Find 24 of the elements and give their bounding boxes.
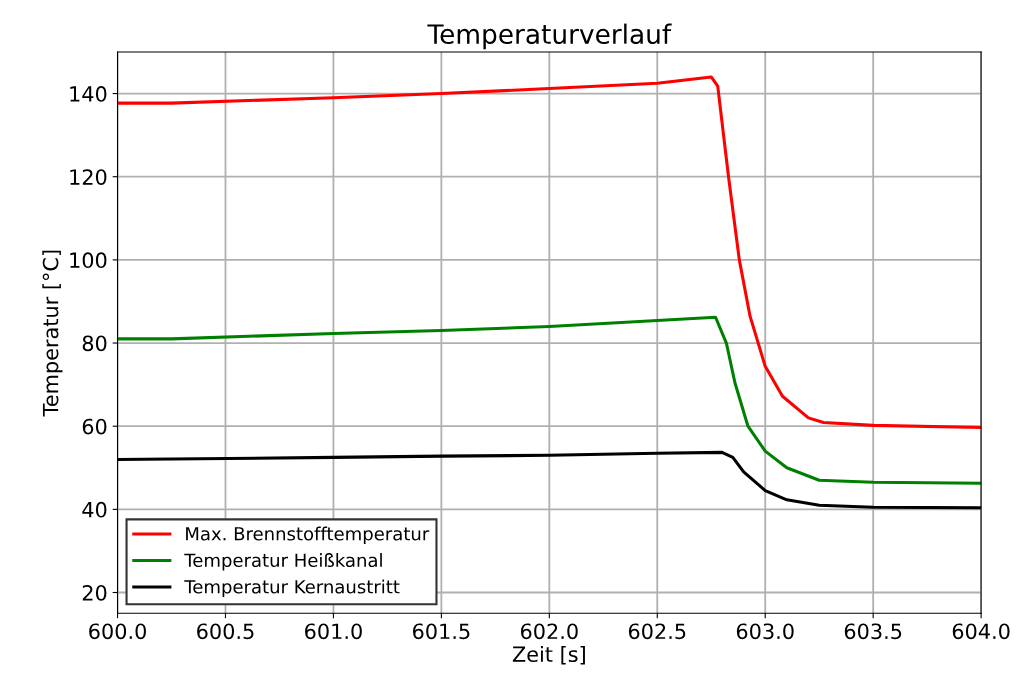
x-tick-label: 603.0 (736, 623, 794, 640)
x-tick-label: 603.5 (844, 623, 902, 640)
y-tick-label: 100 (70, 252, 107, 269)
y-tick-label: 80 (82, 335, 107, 352)
chart-title: Temperaturverlauf (427, 23, 672, 50)
x-tick-label: 604.0 (952, 623, 1010, 640)
line-series (117, 75, 982, 429)
x-tick-label: 602.5 (628, 623, 686, 640)
legend-label: Temperatur Kernaustritt (184, 579, 400, 598)
y-tick-label: 120 (70, 169, 107, 185)
y-tick-label: 20 (82, 584, 107, 601)
y-tick-label: 40 (82, 501, 107, 518)
line-series (117, 315, 982, 485)
x-tick-label: 601.0 (305, 623, 362, 640)
legend-label: Temperatur Heißkanal (184, 553, 382, 571)
x-axis-title: Zeit [s] (512, 645, 585, 665)
y-tick-label: 60 (82, 418, 107, 435)
x-tick-label: 601.5 (413, 623, 470, 640)
y-tick-label: 140 (70, 86, 107, 102)
x-tick-label: 600.5 (197, 623, 254, 640)
x-tick-label: 600.0 (89, 623, 146, 640)
x-tick-label: 602.0 (520, 623, 578, 640)
legend-label: Max. Brennstofftemperatur (186, 526, 430, 545)
y-axis-title: Temperatur [°C] (42, 250, 63, 417)
